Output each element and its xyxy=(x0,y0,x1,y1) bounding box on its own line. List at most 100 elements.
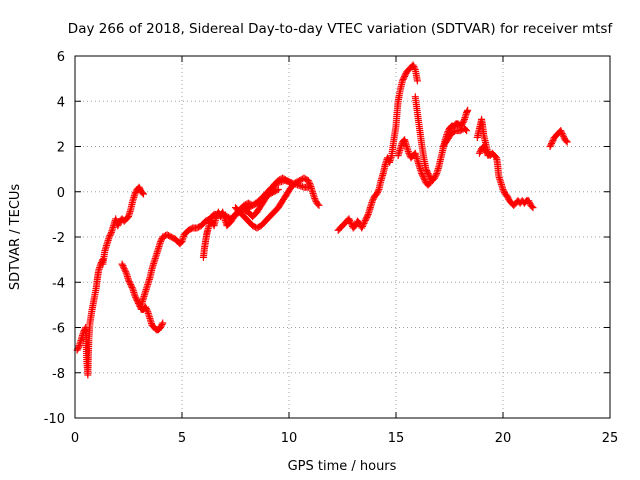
data-point xyxy=(358,222,366,230)
data-point xyxy=(481,146,489,154)
data-point xyxy=(126,279,134,287)
data-point xyxy=(563,138,571,146)
data-point xyxy=(74,345,82,353)
data-point xyxy=(559,131,567,139)
data-point xyxy=(135,183,143,191)
data-point xyxy=(115,220,123,228)
data-point xyxy=(405,149,413,157)
data-point xyxy=(419,173,427,181)
data-point xyxy=(120,263,128,271)
data-point xyxy=(401,72,409,80)
data-point xyxy=(143,306,151,314)
data-point xyxy=(361,216,369,224)
data-point xyxy=(459,118,467,126)
data-point xyxy=(423,168,431,176)
data-point xyxy=(411,64,419,72)
data-point xyxy=(127,282,135,290)
y-tick-label: 4 xyxy=(57,95,65,110)
data-point xyxy=(311,195,319,203)
data-point xyxy=(560,133,568,141)
data-point xyxy=(138,189,146,197)
data-point xyxy=(374,187,382,195)
data-point xyxy=(398,77,406,85)
series-arc-7 xyxy=(242,176,312,214)
data-point xyxy=(483,150,491,158)
data-point xyxy=(425,180,433,188)
y-tick-label: -8 xyxy=(52,367,65,382)
data-point xyxy=(136,185,144,193)
data-point xyxy=(305,178,313,186)
data-point xyxy=(503,192,511,200)
data-point xyxy=(314,200,322,208)
data-point xyxy=(75,343,83,351)
data-point xyxy=(500,187,508,195)
data-point xyxy=(345,215,353,223)
y-tick-label: 0 xyxy=(57,186,65,201)
data-point xyxy=(413,77,421,85)
y-tick-label: -6 xyxy=(52,322,65,337)
data-point xyxy=(125,276,132,284)
data-point xyxy=(304,176,312,184)
data-point xyxy=(483,149,491,157)
data-point xyxy=(125,277,133,285)
series-arc-14 xyxy=(546,127,571,150)
x-tick-label: 20 xyxy=(495,431,512,446)
data-point xyxy=(549,136,557,144)
series-arc-11 xyxy=(439,124,471,150)
data-point xyxy=(400,74,408,82)
data-point xyxy=(304,183,312,191)
data-point xyxy=(361,218,369,226)
data-point xyxy=(557,128,565,136)
data-point xyxy=(480,143,488,150)
data-point xyxy=(363,213,371,221)
x-tick-label: 15 xyxy=(388,431,405,446)
data-point xyxy=(557,127,565,135)
data-point xyxy=(546,143,554,150)
data-point xyxy=(351,222,359,230)
series-arc-12 xyxy=(473,115,537,212)
data-point xyxy=(157,238,165,246)
y-axis-ticks: -10 -8 -6 -4 -2 0 2 4 6 xyxy=(44,50,610,427)
data-point xyxy=(528,202,536,210)
data-point xyxy=(358,224,366,232)
data-point xyxy=(157,324,165,331)
data-point xyxy=(431,173,439,181)
data-points xyxy=(73,61,571,379)
data-point xyxy=(139,190,147,198)
data-point xyxy=(369,195,377,203)
data-point xyxy=(401,71,409,79)
data-point xyxy=(106,231,114,239)
data-point xyxy=(311,196,319,204)
data-point xyxy=(132,293,140,301)
data-point xyxy=(460,117,468,125)
data-point xyxy=(157,236,165,244)
data-point xyxy=(424,170,432,178)
data-point xyxy=(105,233,113,241)
y-tick-label: 2 xyxy=(57,141,65,156)
y-tick-label: -4 xyxy=(52,276,65,291)
y-axis-label: SDTVAR / TECUs xyxy=(8,184,23,291)
data-point xyxy=(107,230,115,238)
data-point xyxy=(157,322,165,330)
series-arc-8 xyxy=(334,61,421,234)
data-point xyxy=(476,148,484,156)
x-axis-ticks: 0 5 10 15 20 25 xyxy=(71,56,618,446)
data-point xyxy=(363,212,371,220)
data-point xyxy=(120,265,128,273)
data-point xyxy=(421,176,429,184)
data-point xyxy=(482,147,490,155)
data-point xyxy=(529,204,537,212)
data-point xyxy=(131,292,139,300)
data-point xyxy=(159,319,167,327)
data-point xyxy=(548,139,556,147)
data-point xyxy=(368,197,376,205)
series-arc-3 xyxy=(118,260,167,334)
data-point xyxy=(347,219,355,227)
plot-frame xyxy=(74,55,611,419)
data-point xyxy=(122,268,130,276)
data-point xyxy=(464,106,472,114)
data-point xyxy=(373,190,381,198)
data-point xyxy=(475,149,483,157)
data-point xyxy=(420,174,428,182)
